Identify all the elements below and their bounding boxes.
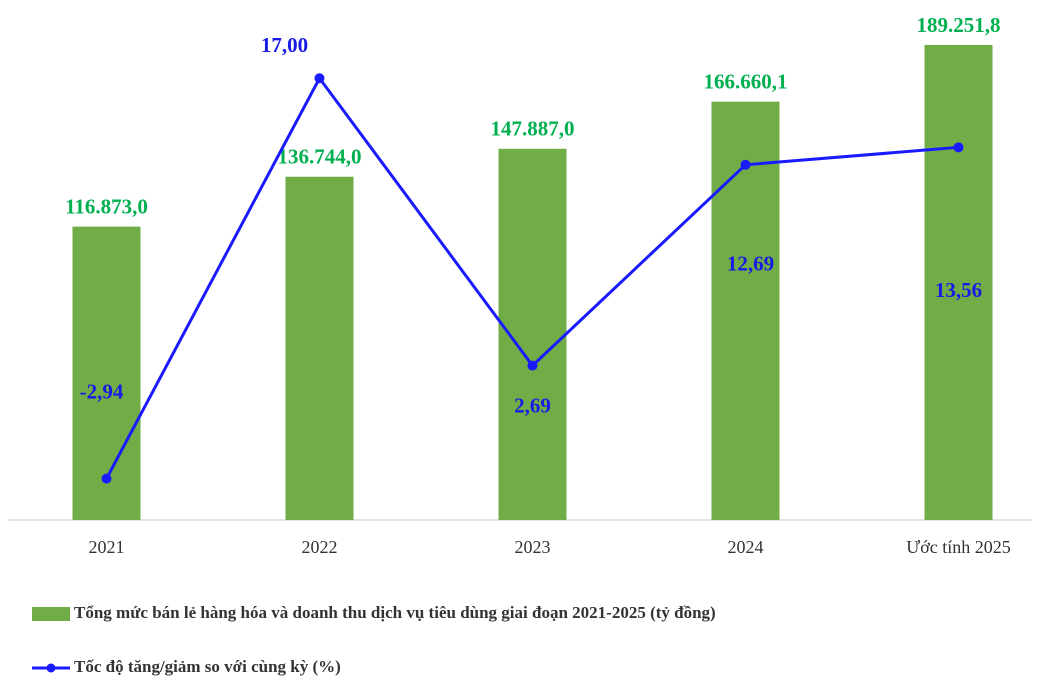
bar (924, 44, 993, 521)
line-value-label: 13,56 (935, 278, 982, 302)
bar-value-label: 166.660,1 (704, 69, 788, 93)
line-point (527, 360, 538, 371)
bar-value-label: 136.744,0 (278, 145, 362, 169)
legend-label: Tổng mức bán lẻ hàng hóa và doanh thu dị… (74, 603, 716, 622)
line-value-label: 12,69 (727, 252, 774, 276)
x-tick-label: 2022 (302, 537, 338, 557)
x-tick-label: Ước tính 2025 (906, 537, 1010, 557)
bar-value-label: 147.887,0 (491, 117, 575, 141)
line-point (953, 142, 964, 153)
bar (72, 226, 141, 520)
line-value-label: 2,69 (514, 393, 551, 417)
bar (711, 101, 780, 520)
line-point (101, 473, 112, 484)
line-point (314, 73, 325, 84)
x-tick-label: 2024 (728, 537, 764, 557)
bar-value-label: 116.873,0 (65, 194, 148, 218)
legend-label: Tốc độ tăng/giảm so với cùng kỳ (%) (74, 657, 341, 676)
line-point (740, 159, 751, 170)
x-tick-label: 2023 (515, 537, 551, 557)
bar (285, 176, 354, 520)
x-tick-label: 2021 (89, 537, 125, 557)
legend-swatch (32, 607, 70, 621)
line-value-label: 17,00 (261, 33, 308, 57)
line-value-label: -2,94 (80, 379, 124, 403)
legend-swatch-dot (46, 663, 56, 673)
bar-value-label: 189.251,8 (917, 13, 1001, 37)
